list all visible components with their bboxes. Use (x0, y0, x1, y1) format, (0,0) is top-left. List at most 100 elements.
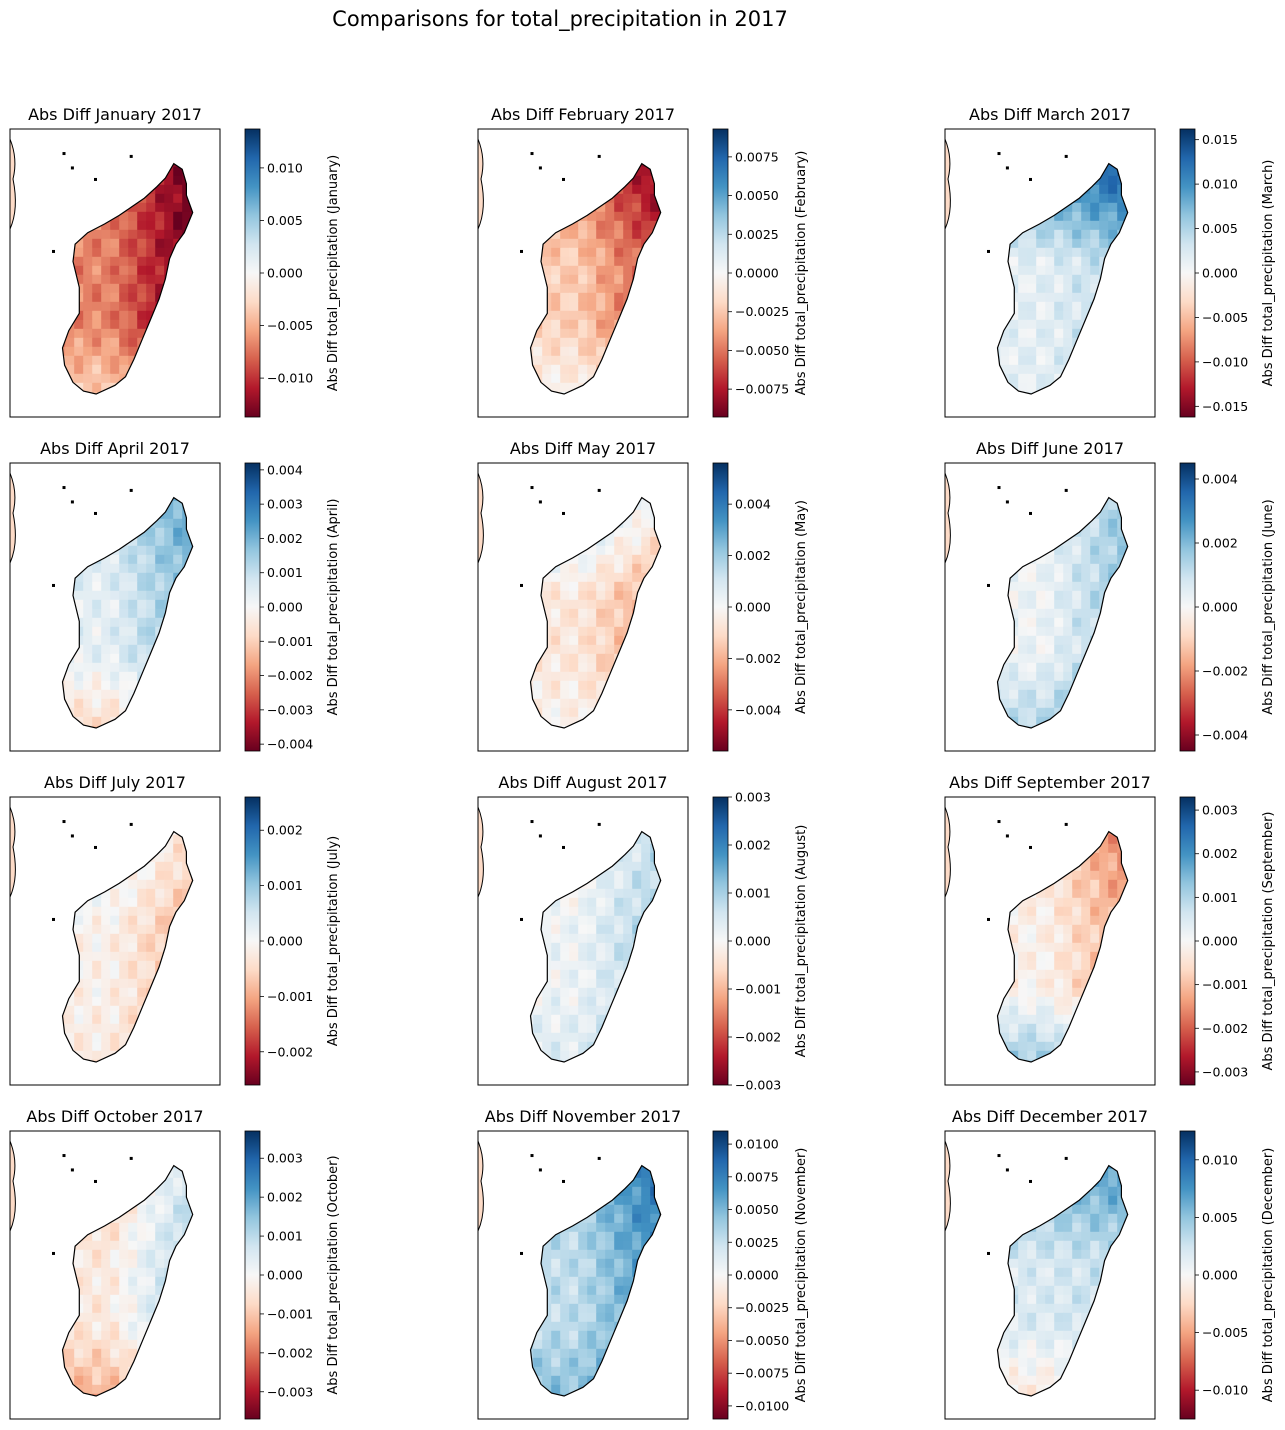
colorbar-tick-label: 0.000 (1202, 600, 1238, 615)
islet (538, 166, 542, 170)
mainland-edge (477, 806, 484, 898)
panels: Abs Diff January 2017 −0.010 −0.005 0.000 0.… (9, 105, 1276, 1420)
coastline (61, 162, 194, 395)
colorbar-tick-label: 0.002 (735, 838, 771, 853)
islet (997, 820, 1001, 824)
mainland-edge (477, 138, 484, 230)
coastline (61, 1164, 194, 1397)
islet (987, 249, 990, 253)
colorbar-label: Abs Diff total_precipitation (March) (1261, 160, 1276, 387)
islet (1064, 822, 1068, 826)
panel-6: Abs Diff June 2017 −0.004 −0.002 0.000 0.002… (944, 439, 1276, 752)
islet (129, 822, 133, 826)
colorbar-tick-label: 0.000 (267, 600, 303, 615)
colorbar-tick-label: 0.000 (267, 934, 303, 949)
panel-title: Abs Diff October 2017 (26, 1107, 203, 1126)
islet (1005, 1168, 1009, 1172)
axes-frame (477, 128, 689, 418)
colorbar-tick-label: 0.0075 (735, 1169, 779, 1184)
colorbar-tick-label: 0.000 (1202, 934, 1238, 949)
islet (62, 820, 66, 824)
colorbar-tick-label: −0.0050 (735, 1333, 789, 1348)
islet (530, 1154, 534, 1158)
islet (530, 152, 534, 156)
axes-frame (9, 796, 221, 1086)
panel-8: Abs Diff August 2017 −0.003 −0.002 −0.001 0.… (477, 773, 809, 1093)
colorbar-label: Abs Diff total_precipitation (December) (1261, 1148, 1276, 1403)
islet (520, 917, 523, 921)
colorbar-tick-label: 0.0000 (735, 1268, 779, 1283)
colorbar (1179, 796, 1196, 1086)
colorbar-tick-label: −0.003 (267, 1384, 313, 1399)
panel-11: Abs Diff November 2017 −0.0100 −0.0075 −0.0… (477, 1107, 809, 1420)
colorbar-tick-label: −0.001 (735, 982, 781, 997)
colorbar-tick-label: −0.0025 (735, 304, 789, 319)
colorbar-tick-label: −0.015 (1202, 399, 1248, 414)
islet (538, 500, 542, 504)
colorbar-tick-label: −0.002 (267, 1044, 313, 1059)
islet (562, 177, 565, 181)
islet (52, 1251, 55, 1255)
colorbar (244, 796, 261, 1086)
panel-9: Abs Diff September 2017 −0.003 −0.002 −0.00… (944, 773, 1276, 1086)
axes-frame (9, 128, 221, 418)
colorbar-tick-label: −0.004 (735, 702, 781, 717)
panel-title: Abs Diff July 2017 (44, 773, 186, 792)
colorbar-tick-label: 0.002 (267, 531, 303, 546)
colorbar (712, 1130, 729, 1420)
colorbar-label: Abs Diff total_precipitation (May) (794, 500, 809, 714)
coastline (996, 162, 1129, 395)
colorbar-tick-label: −0.010 (1202, 354, 1248, 369)
islet (562, 1179, 565, 1183)
axes-frame (477, 1130, 689, 1420)
mainland-edge (9, 138, 16, 230)
colorbar-tick-label: 0.015 (1202, 132, 1238, 147)
islet (129, 488, 133, 492)
colorbar-tick-label: −0.005 (267, 318, 313, 333)
islet (94, 177, 97, 181)
colorbar-tick-label: 0.001 (735, 886, 771, 901)
islet (62, 152, 66, 156)
islet (52, 583, 55, 587)
colorbar (712, 796, 729, 1086)
colorbar (712, 128, 729, 418)
colorbar (244, 462, 261, 752)
panel-10: Abs Diff October 2017 −0.003 −0.002 −0.001 0… (9, 1107, 341, 1420)
coastline (996, 496, 1129, 729)
colorbar-tick-label: 0.005 (267, 213, 303, 228)
panel-title: Abs Diff September 2017 (949, 773, 1151, 792)
axes-frame (477, 462, 689, 752)
colorbar (712, 462, 729, 752)
islet (94, 1179, 97, 1183)
islet (94, 845, 97, 849)
colorbar-tick-label: 0.0050 (735, 1202, 779, 1217)
panel-2: Abs Diff February 2017 −0.0075 −0.0050 −0.0… (477, 105, 809, 418)
colorbar-tick-label: 0.005 (1202, 1210, 1238, 1225)
colorbar-tick-label: −0.010 (1202, 1383, 1248, 1398)
colorbar-tick-label: 0.002 (267, 823, 303, 838)
colorbar-label: Abs Diff total_precipitation (February) (794, 151, 809, 396)
colorbar-tick-label: 0.005 (1202, 221, 1238, 236)
coastline (996, 830, 1129, 1063)
panel-5: Abs Diff May 2017 −0.004 −0.002 0.000 0.002 0… (477, 439, 809, 752)
panel-title: Abs Diff February 2017 (491, 105, 675, 124)
panel-title: Abs Diff March 2017 (969, 105, 1131, 124)
axes-frame (9, 1130, 221, 1420)
mainland-edge (477, 472, 484, 564)
islet (62, 1154, 66, 1158)
colorbar-tick-label: 0.003 (1202, 803, 1238, 818)
colorbar-tick-label: 0.002 (1202, 536, 1238, 551)
colorbar-tick-label: 0.003 (735, 790, 771, 805)
colorbar-label: Abs Diff total_precipitation (June) (1261, 499, 1276, 714)
colorbar-tick-label: 0.010 (1202, 177, 1238, 192)
figure-suptitle: Comparisons for total_precipitation in 2… (332, 7, 788, 32)
islet (997, 1154, 1001, 1158)
mainland-edge (944, 138, 951, 230)
axes-frame (477, 796, 689, 1086)
colorbar-tick-label: 0.0075 (735, 149, 779, 164)
islet (52, 917, 55, 921)
colorbar-tick-label: 0.002 (1202, 846, 1238, 861)
colorbar-tick-label: −0.001 (267, 989, 313, 1004)
islet (562, 845, 565, 849)
colorbar (1179, 462, 1196, 752)
